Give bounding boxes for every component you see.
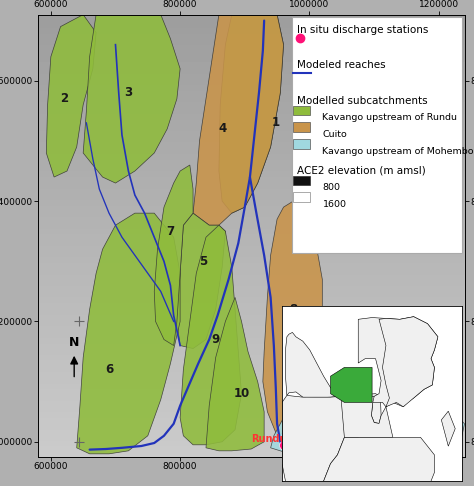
Bar xyxy=(292,175,310,185)
Text: Cuito: Cuito xyxy=(322,130,347,139)
Polygon shape xyxy=(193,15,283,225)
Bar xyxy=(292,192,310,202)
Text: 6: 6 xyxy=(105,363,113,376)
Text: 12: 12 xyxy=(414,428,431,441)
Bar xyxy=(292,122,310,132)
Text: 2: 2 xyxy=(60,92,68,105)
Text: 5: 5 xyxy=(199,255,207,268)
Text: N: N xyxy=(69,336,79,349)
Polygon shape xyxy=(358,317,438,407)
Bar xyxy=(292,139,310,149)
Bar xyxy=(292,17,462,253)
Polygon shape xyxy=(441,411,455,446)
Polygon shape xyxy=(154,165,193,346)
Polygon shape xyxy=(180,225,242,445)
Polygon shape xyxy=(83,15,180,183)
Polygon shape xyxy=(393,409,465,452)
Polygon shape xyxy=(341,396,393,437)
Text: 10: 10 xyxy=(233,387,250,400)
Polygon shape xyxy=(46,15,96,177)
Polygon shape xyxy=(219,15,283,213)
Polygon shape xyxy=(77,213,180,454)
Text: Kavango upstream of Rundu: Kavango upstream of Rundu xyxy=(322,113,457,122)
Text: 9: 9 xyxy=(211,333,220,346)
Text: Modeled reaches: Modeled reaches xyxy=(297,60,385,70)
Text: 800: 800 xyxy=(322,183,340,192)
Text: In situ discharge stations: In situ discharge stations xyxy=(297,25,428,35)
Polygon shape xyxy=(285,332,381,423)
Bar xyxy=(292,105,310,115)
Polygon shape xyxy=(379,317,438,407)
Text: 3: 3 xyxy=(124,87,132,99)
Polygon shape xyxy=(271,399,400,457)
Polygon shape xyxy=(263,201,322,436)
Text: 11: 11 xyxy=(327,429,343,442)
Polygon shape xyxy=(206,297,264,451)
Text: 8: 8 xyxy=(289,303,297,316)
Text: 7: 7 xyxy=(166,225,174,238)
Text: 1600: 1600 xyxy=(322,200,346,209)
Text: 4: 4 xyxy=(218,122,226,136)
Polygon shape xyxy=(330,367,372,402)
Text: Mohembo: Mohembo xyxy=(409,436,462,446)
Text: Kavango upstream of Mohembo: Kavango upstream of Mohembo xyxy=(322,147,474,156)
Polygon shape xyxy=(324,437,435,486)
Polygon shape xyxy=(282,396,358,486)
Text: ACE2 elevation (m amsl): ACE2 elevation (m amsl) xyxy=(297,165,426,175)
Polygon shape xyxy=(177,213,225,348)
Text: Rundu: Rundu xyxy=(252,434,287,444)
Text: 1: 1 xyxy=(272,116,280,129)
Text: Modelled subcatchments: Modelled subcatchments xyxy=(297,96,428,105)
